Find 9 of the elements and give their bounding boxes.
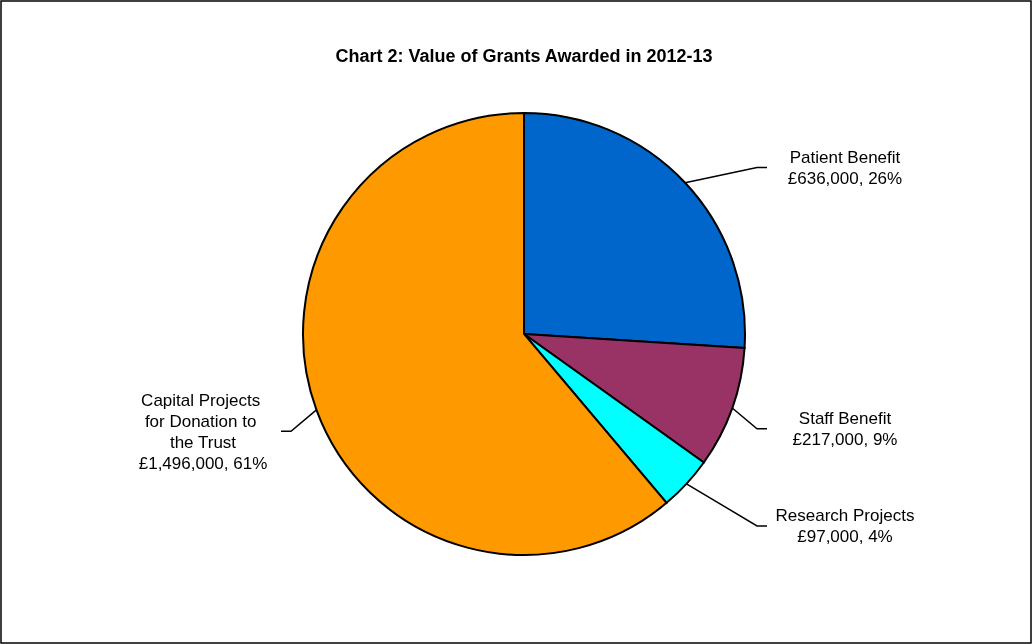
- slice-label: Research Projects: [775, 506, 915, 526]
- data-label: £97,000, 4%: [797, 527, 893, 547]
- data-label: £217,000, 9%: [792, 430, 898, 450]
- data-label: £1,496,000, 61%: [138, 453, 268, 473]
- slice-label: Patient Benefit: [789, 148, 901, 168]
- legend-label: Staff Benefit: [798, 409, 892, 429]
- slice-label: Capital Projects for Donation to the Trust: [141, 390, 265, 452]
- data-label: £636,000, 26%: [787, 169, 903, 189]
- chart-title: Chart 2: Value of Grants Awarded in 2012-13: [335, 46, 713, 66]
